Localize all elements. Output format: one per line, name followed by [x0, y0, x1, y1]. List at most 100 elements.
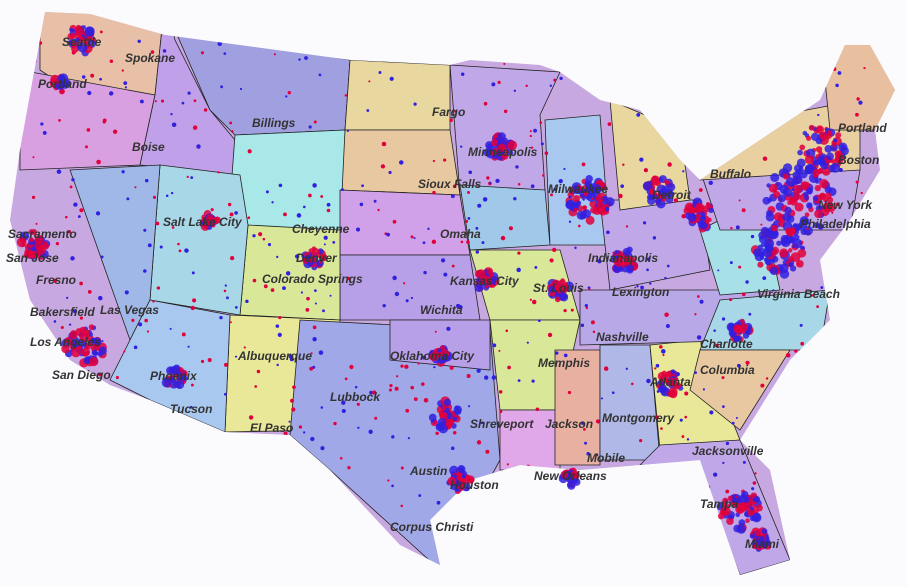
population-dot	[613, 257, 624, 267]
population-dot	[288, 420, 291, 423]
population-dot	[90, 343, 99, 353]
population-dot	[727, 495, 734, 502]
population-dot	[109, 468, 112, 471]
population-dot	[737, 94, 740, 97]
population-dot	[469, 497, 473, 502]
population-dot	[190, 305, 195, 311]
population-dot	[791, 188, 795, 192]
population-dot	[793, 192, 801, 201]
population-dot	[378, 71, 382, 74]
population-dot	[568, 186, 575, 193]
population-dot	[386, 232, 391, 237]
population-dot	[686, 438, 690, 441]
population-dot	[862, 335, 866, 339]
population-dot	[403, 282, 406, 285]
population-dot	[422, 241, 426, 245]
population-dot	[744, 99, 749, 104]
population-dot	[373, 44, 378, 49]
population-dot	[223, 392, 227, 396]
population-dot	[443, 158, 447, 162]
population-dot	[796, 499, 800, 503]
population-dot	[694, 313, 697, 316]
population-dot	[835, 132, 842, 139]
population-dot	[741, 490, 749, 498]
population-dot	[572, 471, 580, 479]
population-dot	[559, 76, 563, 80]
population-dot	[447, 476, 457, 486]
population-dot	[777, 222, 781, 225]
population-dot	[537, 319, 541, 323]
population-dot	[550, 193, 553, 197]
population-dot	[779, 398, 784, 402]
city-label: Jackson	[545, 417, 593, 431]
population-dot	[490, 139, 499, 147]
population-dot	[694, 371, 697, 375]
population-dot	[539, 121, 543, 125]
population-dot	[815, 81, 820, 86]
population-dot	[709, 410, 714, 415]
population-dot	[102, 469, 107, 474]
population-dot	[226, 296, 229, 300]
population-dot	[534, 265, 538, 269]
population-dot	[464, 219, 469, 223]
population-dot	[756, 69, 761, 74]
population-dot	[422, 355, 427, 360]
population-dot	[700, 215, 707, 221]
population-dot	[826, 327, 831, 332]
population-dot	[294, 499, 298, 503]
population-dot	[604, 207, 610, 212]
population-dot	[674, 382, 679, 387]
population-dot	[529, 130, 532, 133]
population-dot	[144, 318, 149, 323]
population-dot	[573, 184, 579, 190]
population-dot	[745, 518, 750, 524]
population-dot	[838, 167, 843, 172]
population-dot	[681, 72, 685, 76]
population-dot	[207, 214, 214, 221]
population-dot	[143, 228, 147, 232]
population-dot	[841, 427, 844, 430]
population-dot	[20, 237, 26, 244]
population-dot	[354, 385, 358, 389]
population-dot	[639, 439, 643, 443]
population-dot	[302, 257, 309, 264]
population-dots	[16, 24, 872, 552]
population-dot	[223, 289, 227, 293]
population-dot	[481, 241, 485, 245]
population-dot	[668, 92, 673, 97]
population-dot	[721, 502, 730, 511]
population-dot	[579, 32, 582, 35]
population-dot	[740, 318, 745, 324]
population-dot	[52, 278, 57, 283]
population-dot	[148, 463, 153, 468]
population-dot	[285, 458, 290, 464]
population-dot	[541, 174, 545, 177]
population-dot	[563, 353, 568, 358]
population-dot	[246, 453, 249, 456]
population-dot	[741, 292, 746, 297]
population-dot	[498, 349, 501, 352]
population-dot	[607, 122, 612, 126]
population-dot	[71, 178, 75, 182]
population-dot	[497, 143, 507, 153]
population-dot	[410, 385, 415, 390]
population-dot	[439, 345, 445, 351]
population-dot	[810, 294, 814, 297]
population-dot	[262, 237, 266, 241]
population-dot	[305, 308, 310, 312]
population-dot	[729, 297, 733, 302]
population-dot	[698, 220, 703, 225]
population-dot	[159, 245, 163, 249]
population-dot	[756, 95, 760, 100]
population-dot	[702, 388, 706, 391]
population-dot	[77, 215, 81, 219]
city-label: St. Louis	[533, 281, 584, 295]
population-dot	[355, 227, 361, 232]
population-dot	[563, 308, 567, 313]
population-dot	[531, 379, 535, 383]
population-dot	[404, 364, 409, 369]
population-dot	[263, 284, 268, 289]
population-dot	[42, 471, 46, 475]
population-dot	[79, 281, 83, 286]
population-dot	[74, 493, 79, 498]
